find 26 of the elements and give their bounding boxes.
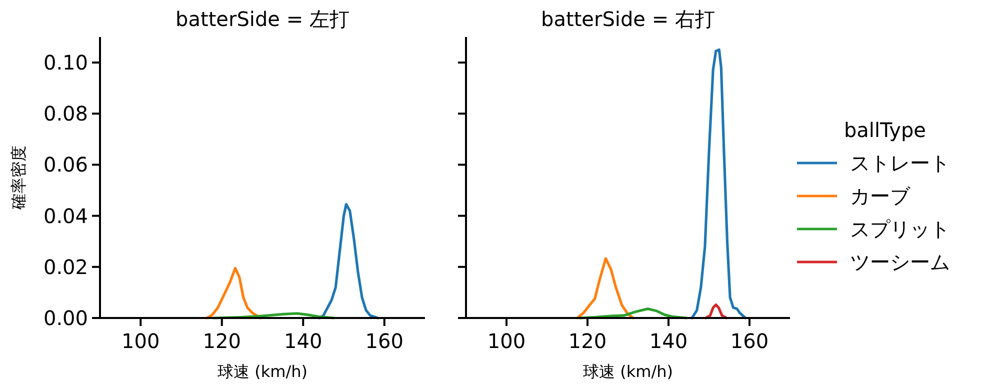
y-tick-label: 0.10: [43, 50, 88, 75]
y-tick-label: 0.04: [43, 204, 88, 228]
y-tick-label: 0.02: [43, 254, 88, 279]
line-series: [206, 266, 262, 320]
chart-title: batterSide = 右打: [541, 7, 715, 31]
x-tick-label: 100: [487, 329, 526, 353]
x-tick-label: 100: [122, 329, 160, 353]
x-tick-label: 140: [284, 329, 322, 353]
x-axis-title: 球速 (km/h): [218, 362, 308, 381]
y-tick-label: 0.00: [43, 306, 88, 330]
legend-label: スプリット: [850, 217, 950, 241]
legend-label: ストレート: [850, 151, 950, 175]
y-axis-title: 確率密度: [9, 146, 28, 210]
x-tick-label: 160: [730, 329, 769, 353]
legend-title: ballType: [844, 118, 926, 142]
x-tick-label: 140: [649, 329, 688, 353]
chart-title: batterSide = 左打: [176, 7, 350, 31]
y-tick-label: 0.06: [43, 152, 88, 177]
x-tick-label: 160: [365, 329, 404, 353]
x-tick-label: 120: [568, 329, 607, 353]
x-axis-title: 球速 (km/h): [583, 362, 673, 381]
legend-label: ツーシーム: [850, 250, 950, 274]
x-tick-label: 120: [202, 329, 241, 353]
y-tick-label: 0.08: [43, 102, 88, 126]
line-series: [318, 203, 380, 320]
legend-label: カーブ: [850, 184, 911, 208]
